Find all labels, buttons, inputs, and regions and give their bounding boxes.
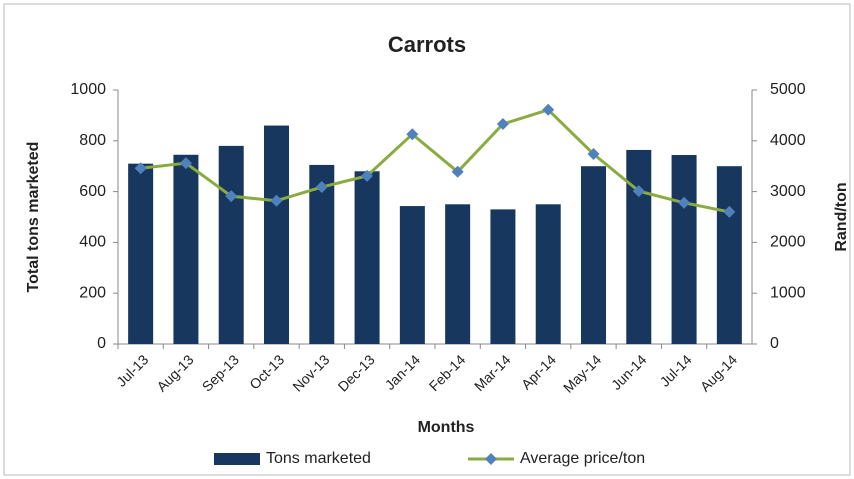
marker xyxy=(542,103,555,116)
chart-title: Carrots xyxy=(388,32,466,57)
y-axis-title: Total tons marketed xyxy=(25,142,42,293)
x-axis-title: Months xyxy=(418,419,475,436)
marker xyxy=(451,165,464,178)
bar xyxy=(490,209,516,344)
bar xyxy=(399,206,425,344)
bar xyxy=(173,154,199,344)
marker xyxy=(361,169,374,182)
y2-tick-label: 5000 xyxy=(770,81,806,98)
bar xyxy=(671,155,697,344)
marker xyxy=(723,205,736,218)
y2-tick-label: 1000 xyxy=(770,284,806,301)
legend-marker xyxy=(485,453,497,465)
marker xyxy=(496,118,509,131)
bar xyxy=(581,166,606,344)
marker xyxy=(587,148,600,161)
line xyxy=(140,108,730,214)
legend-label: Average price/ton xyxy=(520,450,645,467)
bar xyxy=(716,166,742,344)
bar xyxy=(309,164,335,344)
bar xyxy=(626,149,652,344)
marker xyxy=(179,157,192,170)
y-tick-label: 1000 xyxy=(70,81,106,98)
y2-axis-title: Rand/ton xyxy=(833,182,850,251)
marker xyxy=(225,190,238,203)
y2-tick-label: 0 xyxy=(770,335,779,352)
y2-tick-label: 4000 xyxy=(770,132,806,149)
marker xyxy=(406,128,419,141)
y-tick-label: 200 xyxy=(79,284,106,301)
bar xyxy=(445,204,471,344)
y-tick-label: 800 xyxy=(79,132,106,149)
y-tick-label: 600 xyxy=(79,183,106,200)
bar xyxy=(354,171,380,344)
bar xyxy=(264,125,289,344)
y2-tick-label: 3000 xyxy=(770,183,806,200)
legend-label: Tons marketed xyxy=(266,450,371,467)
bar xyxy=(128,163,154,344)
marker xyxy=(315,181,328,194)
marker xyxy=(632,185,645,198)
y-tick-label: 400 xyxy=(79,234,106,251)
marker xyxy=(270,194,283,207)
legend-swatch xyxy=(214,453,260,465)
bar xyxy=(535,204,561,344)
y2-tick-label: 2000 xyxy=(770,234,806,251)
marker xyxy=(678,196,691,209)
marker xyxy=(134,162,147,175)
y-tick-label: 0 xyxy=(97,335,106,352)
bar xyxy=(218,145,244,344)
